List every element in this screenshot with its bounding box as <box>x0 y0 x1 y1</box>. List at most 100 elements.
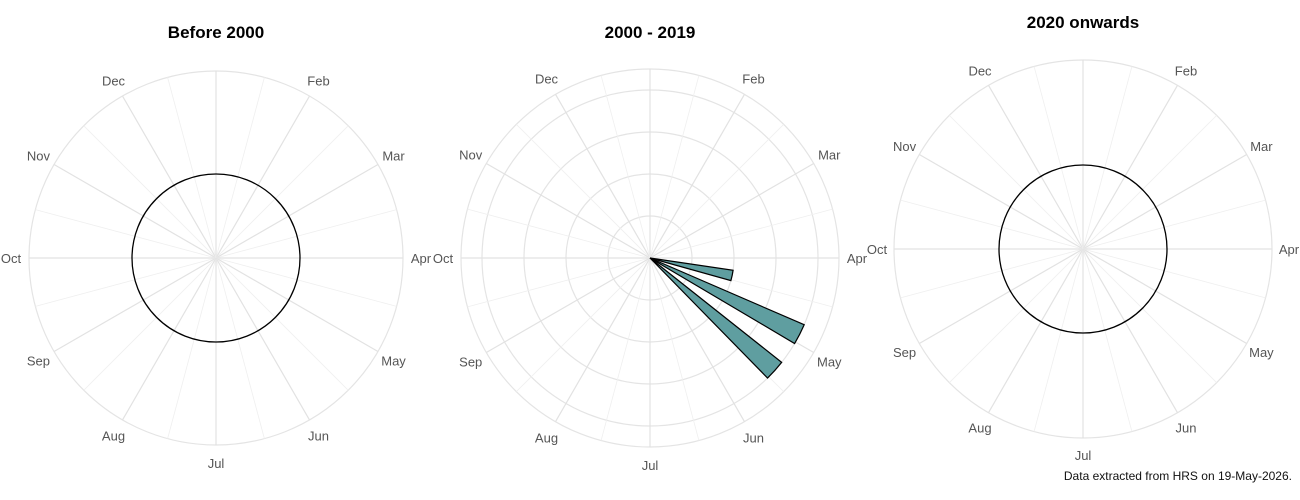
month-label-may: May <box>1249 345 1274 360</box>
major-spoke <box>486 162 651 259</box>
minor-spoke <box>215 257 349 391</box>
major-spoke <box>1082 85 1179 250</box>
minor-spoke <box>1082 199 1266 250</box>
major-spoke <box>1082 248 1179 413</box>
minor-spoke <box>1082 248 1266 299</box>
minor-spoke <box>900 199 1084 250</box>
major-spoke <box>215 95 311 259</box>
month-label-jul: Jul <box>1075 448 1092 463</box>
reference-circle <box>998 164 1168 334</box>
minor-spoke <box>949 115 1084 250</box>
major-spoke <box>649 94 746 259</box>
panel-before-2000: Before 2000 Feb Mar Apr May Jun Jul Aug Sep Oct N… <box>1 23 432 471</box>
major-spoke <box>554 257 651 422</box>
minor-spoke <box>516 124 651 259</box>
minor-spoke <box>215 209 397 259</box>
month-label-apr: Apr <box>1279 242 1300 257</box>
month-label-feb: Feb <box>1175 64 1197 79</box>
polar-grid <box>28 70 404 446</box>
minor-spoke <box>600 75 651 259</box>
minor-spoke <box>1033 248 1084 432</box>
major-spoke <box>649 257 746 422</box>
bar-wedge-2 <box>649 257 805 345</box>
month-label-aug: Aug <box>102 429 125 444</box>
minor-spoke <box>167 77 217 259</box>
major-spoke <box>486 257 651 354</box>
month-label-aug: Aug <box>535 430 558 445</box>
minor-spoke <box>215 125 349 259</box>
month-label-sep: Sep <box>459 355 482 370</box>
major-spoke <box>919 153 1084 250</box>
minor-spoke <box>215 77 265 259</box>
panel-title-2000-2019: 2000 - 2019 <box>605 23 696 42</box>
month-label-jun: Jun <box>1176 420 1197 435</box>
minor-spoke <box>215 257 397 307</box>
bar-wedge-3 <box>649 257 783 379</box>
major-spoke <box>53 257 217 353</box>
month-label-jul: Jul <box>208 456 225 471</box>
month-label-jun: Jun <box>743 430 764 445</box>
minor-spoke <box>35 209 217 259</box>
polar-grid <box>893 59 1273 439</box>
minor-spoke <box>215 257 265 439</box>
month-label-oct: Oct <box>867 242 888 257</box>
month-label-nov: Nov <box>27 149 51 164</box>
minor-spoke <box>1033 66 1084 250</box>
month-label-mar: Mar <box>818 148 841 163</box>
major-spoke <box>987 85 1084 250</box>
month-label-jul: Jul <box>642 458 659 473</box>
major-spoke <box>215 257 379 353</box>
month-label-dec: Dec <box>102 73 126 88</box>
panel-2020-onwards: 2020 onwards Feb Mar Apr May Jun Jul Aug Sep Oct… <box>867 13 1300 463</box>
data-source-caption: Data extracted from HRS on 19-May-2026. <box>1063 469 1292 483</box>
major-spoke <box>121 257 217 421</box>
major-spoke <box>53 163 217 259</box>
major-spoke <box>215 163 379 259</box>
bar-wedge-1 <box>649 257 734 282</box>
panel-title-before-2000: Before 2000 <box>168 23 264 42</box>
month-label-may: May <box>817 355 842 370</box>
month-label-oct: Oct <box>433 251 454 266</box>
month-label-oct: Oct <box>1 251 22 266</box>
minor-spoke <box>1082 248 1217 383</box>
minor-spoke <box>649 75 700 259</box>
month-label-feb: Feb <box>307 73 329 88</box>
month-label-apr: Apr <box>411 251 432 266</box>
major-spoke <box>987 248 1084 413</box>
minor-spoke <box>83 257 217 391</box>
month-label-jun: Jun <box>308 429 329 444</box>
major-spoke <box>554 94 651 259</box>
minor-spoke <box>35 257 217 307</box>
minor-spoke <box>1082 115 1217 250</box>
major-spoke <box>1082 153 1247 250</box>
month-label-mar: Mar <box>1250 139 1273 154</box>
month-label-feb: Feb <box>742 72 764 87</box>
panel-title-2020-onwards: 2020 onwards <box>1027 13 1139 32</box>
panel-2000-2019: 2000 - 2019 Feb Mar Apr May Jun Jul Aug Sep Oct N… <box>433 23 868 473</box>
minor-spoke <box>649 124 784 259</box>
minor-spoke <box>900 248 1084 299</box>
major-spoke <box>919 248 1084 345</box>
month-label-apr: Apr <box>847 251 868 266</box>
major-spoke <box>1082 248 1247 345</box>
minor-spoke <box>167 257 217 439</box>
reference-circle <box>131 173 301 343</box>
month-label-nov: Nov <box>459 148 483 163</box>
minor-spoke <box>83 125 217 259</box>
month-label-dec: Dec <box>535 72 559 87</box>
month-label-mar: Mar <box>382 149 405 164</box>
month-label-sep: Sep <box>893 345 916 360</box>
month-label-aug: Aug <box>968 420 991 435</box>
minor-spoke <box>467 208 651 259</box>
month-label-dec: Dec <box>968 64 992 79</box>
minor-spoke <box>1082 66 1133 250</box>
major-spoke <box>121 95 217 259</box>
minor-spoke <box>600 257 651 441</box>
month-label-may: May <box>381 354 406 369</box>
major-spoke <box>215 257 311 421</box>
month-label-sep: Sep <box>27 354 50 369</box>
minor-spoke <box>467 257 651 308</box>
month-label-nov: Nov <box>893 139 917 154</box>
minor-spoke <box>949 248 1084 383</box>
